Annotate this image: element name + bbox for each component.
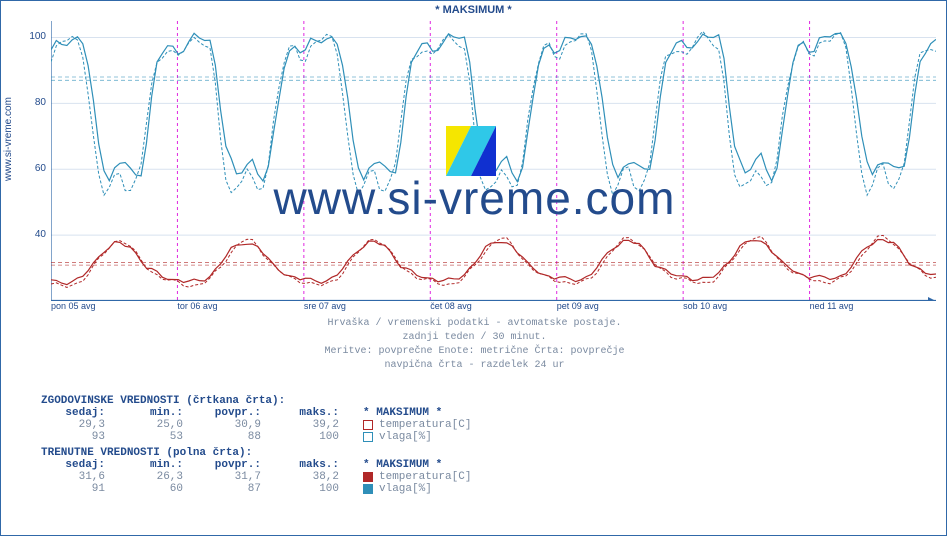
table-header: maks.: bbox=[275, 407, 353, 419]
site-logo bbox=[446, 126, 496, 176]
legend-entry: temperatura[C] bbox=[363, 419, 471, 431]
table-cell: 87 bbox=[197, 483, 275, 495]
caption-line: navpična črta - razdelek 24 ur bbox=[1, 359, 947, 373]
legend-swatch bbox=[363, 420, 373, 430]
x-tick-label: ned 11 avg bbox=[810, 301, 854, 311]
legend-label: vlaga[%] bbox=[379, 483, 432, 495]
table-cell: 88 bbox=[197, 431, 275, 443]
table-cell: 60 bbox=[119, 483, 197, 495]
legend-swatch bbox=[363, 432, 373, 442]
table-cell: 91 bbox=[41, 483, 119, 495]
table-title: TRENUTNE VREDNOSTI (polna črta): bbox=[41, 447, 921, 459]
y-tick-label: 40 bbox=[6, 229, 46, 240]
x-tick-label: pon 05 avg bbox=[51, 301, 96, 311]
legend-entry: vlaga[%] bbox=[363, 483, 432, 495]
table-header: sedaj: bbox=[41, 407, 119, 419]
table-header: povpr.: bbox=[197, 407, 275, 419]
x-tick-label: pet 09 avg bbox=[557, 301, 599, 311]
table-cell: 93 bbox=[41, 431, 119, 443]
chart-caption: Hrvaška / vremenski podatki - avtomatske… bbox=[1, 317, 947, 373]
table-header: povpr.: bbox=[197, 459, 275, 471]
caption-line: Meritve: povprečne Enote: metrične Črta:… bbox=[1, 345, 947, 359]
legend-label: temperatura[C] bbox=[379, 419, 471, 431]
table-cell: 29,3 bbox=[41, 419, 119, 431]
table-cell: 26,3 bbox=[119, 471, 197, 483]
legend-entry: temperatura[C] bbox=[363, 471, 471, 483]
table-cell: 25,0 bbox=[119, 419, 197, 431]
table-cell: 31,6 bbox=[41, 471, 119, 483]
table-cell: 31,7 bbox=[197, 471, 275, 483]
y-tick-label: 100 bbox=[6, 31, 46, 42]
table-cell: 100 bbox=[275, 431, 353, 443]
x-tick-label: sob 10 avg bbox=[683, 301, 727, 311]
chart-frame: * MAKSIMUM * www.si-vreme.com 406080100 … bbox=[0, 0, 947, 536]
table-header: sedaj: bbox=[41, 459, 119, 471]
x-tick-label: sre 07 avg bbox=[304, 301, 346, 311]
table-row: 916087100 vlaga[%] bbox=[41, 483, 921, 495]
caption-line: zadnji teden / 30 minut. bbox=[1, 331, 947, 345]
legend-label: temperatura[C] bbox=[379, 471, 471, 483]
table-header: min.: bbox=[119, 407, 197, 419]
table-cell: 30,9 bbox=[197, 419, 275, 431]
chart-title: * MAKSIMUM * bbox=[1, 1, 946, 16]
legend-entry: vlaga[%] bbox=[363, 431, 432, 443]
table-header: min.: bbox=[119, 459, 197, 471]
x-axis-ticks: pon 05 avg tor 06 avg sre 07 avg čet 08 avg… bbox=[51, 301, 936, 315]
x-tick-label: čet 08 avg bbox=[430, 301, 472, 311]
table-cell: 38,2 bbox=[275, 471, 353, 483]
y-tick-label: 80 bbox=[6, 97, 46, 108]
table-cell: 39,2 bbox=[275, 419, 353, 431]
value-tables: ZGODOVINSKE VREDNOSTI (črtkana črta):sed… bbox=[41, 391, 921, 495]
x-tick-label: tor 06 avg bbox=[177, 301, 217, 311]
table-row: 31,626,331,738,2 temperatura[C] bbox=[41, 471, 921, 483]
table-cell: 53 bbox=[119, 431, 197, 443]
series-label: * MAKSIMUM * bbox=[363, 407, 442, 419]
legend-swatch bbox=[363, 472, 373, 482]
table-title: ZGODOVINSKE VREDNOSTI (črtkana črta): bbox=[41, 395, 921, 407]
table-row: 29,325,030,939,2 temperatura[C] bbox=[41, 419, 921, 431]
series-label: * MAKSIMUM * bbox=[363, 459, 442, 471]
caption-line: Hrvaška / vremenski podatki - avtomatske… bbox=[1, 317, 947, 331]
table-header: maks.: bbox=[275, 459, 353, 471]
legend-swatch bbox=[363, 484, 373, 494]
table-row: 935388100 vlaga[%] bbox=[41, 431, 921, 443]
table-cell: 100 bbox=[275, 483, 353, 495]
legend-label: vlaga[%] bbox=[379, 431, 432, 443]
watermark-text: www.si-vreme.com bbox=[1, 171, 947, 225]
